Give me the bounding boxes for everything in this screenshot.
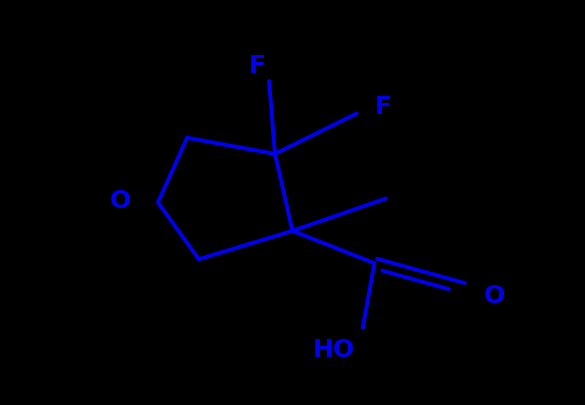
Text: F: F [374,95,392,119]
Text: HO: HO [312,338,355,362]
Text: O: O [109,189,130,213]
Text: O: O [484,284,505,309]
Text: F: F [249,53,266,78]
